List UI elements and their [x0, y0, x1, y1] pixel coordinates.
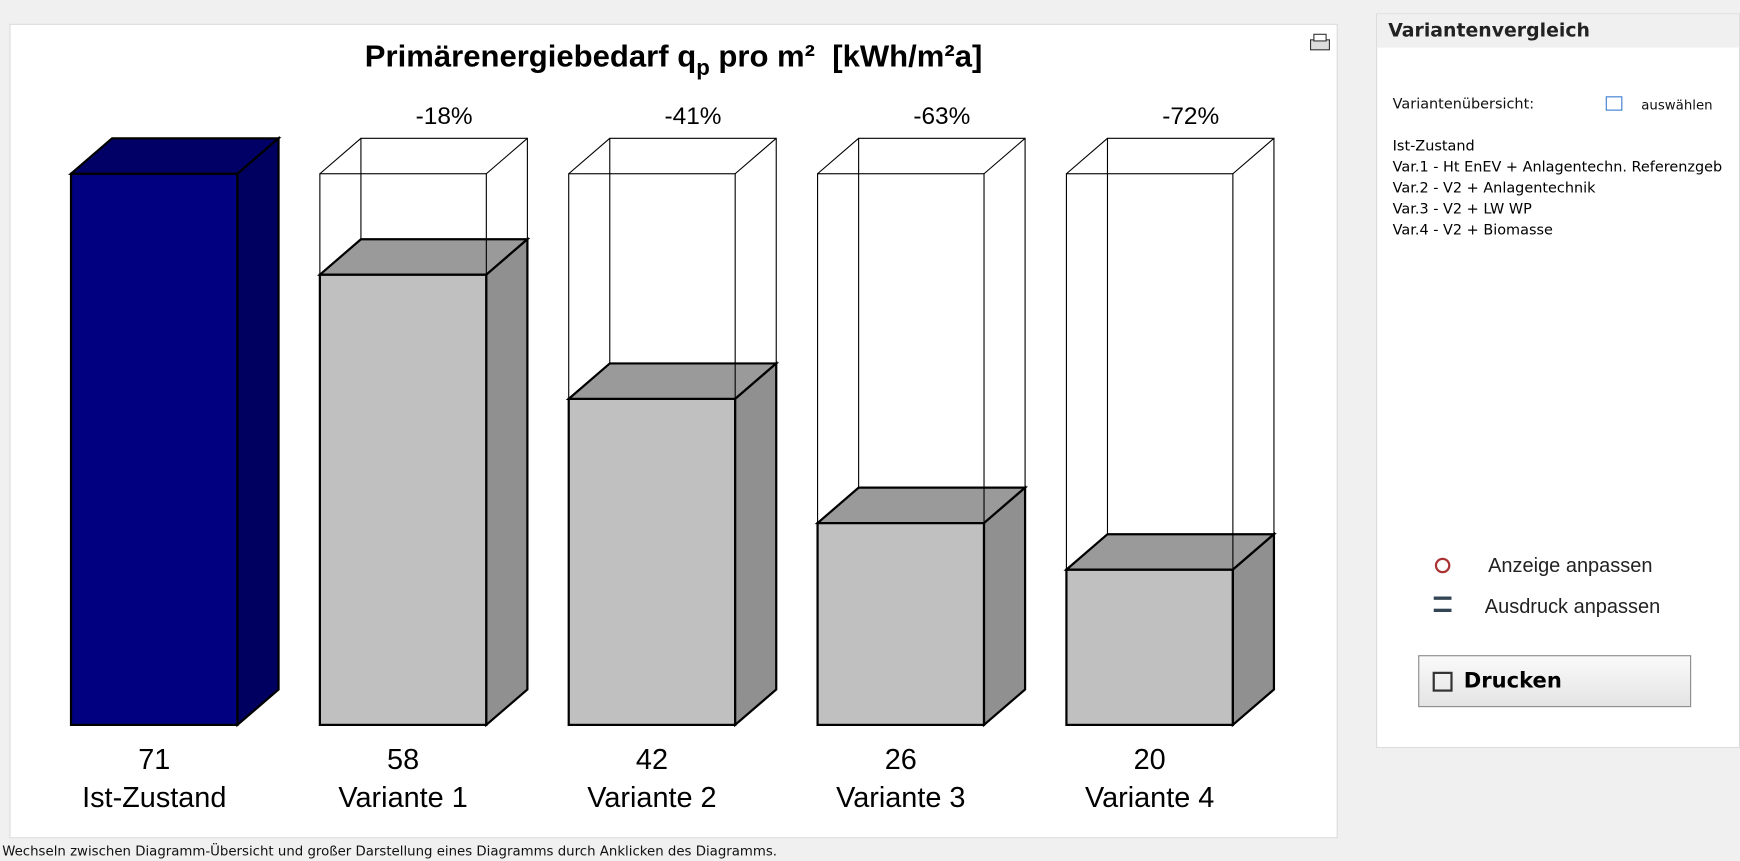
outline-edge: [485, 137, 528, 175]
title-rest: pro m² [kWh/m²a]: [710, 38, 983, 73]
panel-title: Variantenvergleich: [1377, 14, 1739, 48]
print-button-label: Drucken: [1463, 668, 1562, 693]
outline-edge: [983, 137, 1026, 175]
variant-item: Ist-Zustand: [1392, 138, 1475, 155]
adjust-print[interactable]: Ausdruck anpassen: [1484, 595, 1661, 618]
title-main: Primärenergiebedarf q: [365, 38, 696, 73]
bar-side: [734, 361, 778, 728]
bar-side: [1231, 531, 1276, 728]
reference-outline: [1065, 137, 1275, 571]
outline-back: [360, 137, 528, 240]
outline-back: [1106, 137, 1275, 535]
outline-front: [319, 173, 487, 276]
print-button[interactable]: Drucken: [1418, 655, 1692, 708]
chart[interactable]: Primärenergiebedarf qp pro m² [kWh/m²a] …: [0, 0, 1365, 841]
side-panel: Variantenvergleich Variantenübersicht: a…: [1376, 13, 1740, 749]
outline-front: [817, 173, 985, 524]
outline-back: [858, 137, 1026, 488]
status-bar: Wechseln zwischen Diagramm-Übersicht und…: [2, 843, 778, 859]
outline-front: [568, 173, 736, 400]
category-label: Ist-Zustand: [82, 782, 226, 814]
value-label: 20: [1134, 744, 1166, 776]
category-label: Variante 1: [338, 782, 467, 814]
outline-edge: [1232, 137, 1275, 175]
reference-outline: [568, 137, 777, 400]
bar: [565, 361, 780, 728]
reference-outline: [817, 137, 1026, 524]
bar: [1063, 531, 1277, 728]
zoom-icon[interactable]: [1434, 557, 1451, 574]
overview-label: Variantenübersicht:: [1392, 96, 1535, 113]
change-label: -18%: [416, 103, 473, 130]
variant-list: Ist-Zustand Var.1 - Ht EnEV + Anlagentech…: [1393, 136, 1722, 241]
bar-side: [982, 485, 1027, 728]
change-label: -72%: [1162, 103, 1219, 130]
adjust-display[interactable]: Anzeige anpassen: [1488, 554, 1653, 577]
select-button[interactable]: auswählen: [1641, 97, 1713, 113]
bar-front: [318, 273, 488, 726]
bar-front: [69, 172, 239, 726]
reference-outline: [319, 137, 528, 276]
variant-item: Var.4 - V2 + Biomasse: [1392, 222, 1553, 240]
outline-front: [1065, 173, 1234, 571]
outline-edge: [568, 137, 611, 175]
select-icon[interactable]: [1605, 96, 1623, 111]
value-label: 26: [885, 744, 917, 776]
variant-item: Var.3 - V2 + LW WP: [1392, 201, 1532, 219]
bar-front: [1065, 568, 1234, 726]
bar-front: [816, 521, 986, 726]
variant-item: Var.1 - Ht EnEV + Anlagentechn. Referenz…: [1392, 159, 1723, 176]
bar-front: [567, 397, 737, 726]
bar-side: [485, 236, 529, 728]
variant-item: Var.2 - V2 + Anlagentechnik: [1392, 180, 1596, 197]
value-label: 71: [138, 744, 170, 776]
category-label: Variante 4: [1085, 782, 1214, 814]
value-label: 58: [387, 744, 419, 776]
bar: [316, 236, 531, 728]
outline-back: [609, 137, 777, 364]
change-label: -41%: [665, 103, 722, 130]
change-label: -63%: [913, 103, 970, 130]
bar: [68, 135, 282, 728]
category-label: Variante 2: [587, 782, 716, 814]
outline-edge: [817, 137, 859, 175]
print-settings-icon[interactable]: [1433, 596, 1452, 613]
bar: [814, 485, 1029, 728]
value-label: 42: [636, 744, 668, 776]
bar-side: [236, 135, 280, 728]
outline-edge: [319, 137, 362, 175]
outline-edge: [734, 137, 777, 175]
category-label: Variante 3: [836, 782, 965, 814]
title-sub: p: [696, 55, 710, 80]
chart-title: Primärenergiebedarf qp pro m² [kWh/m²a]: [365, 38, 983, 80]
outline-edge: [1066, 137, 1108, 175]
print-icon[interactable]: [1310, 33, 1330, 51]
